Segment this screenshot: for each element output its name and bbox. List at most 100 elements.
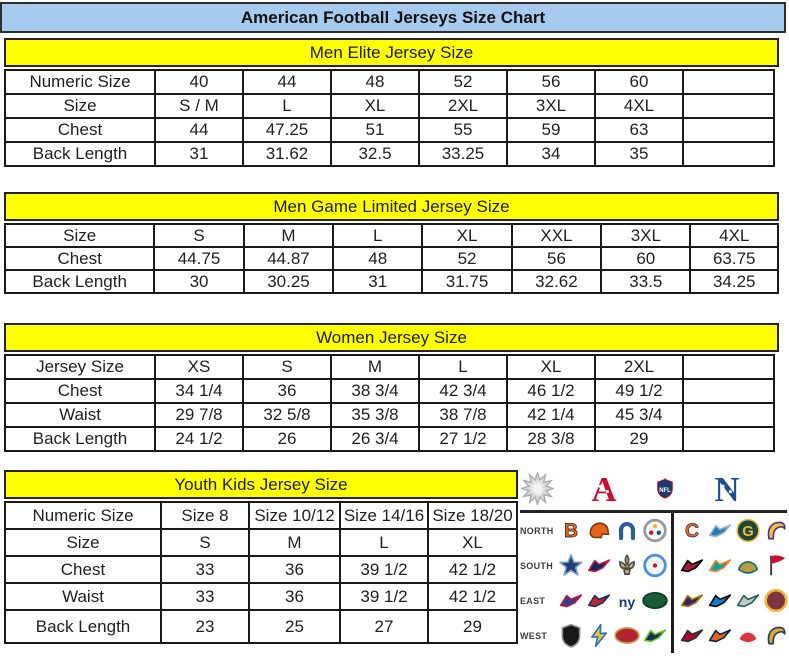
table-row: Chest 44.75 44.87 48 52 56 60 63.75 <box>3 246 779 271</box>
nfc-logo-wrap: N <box>705 471 749 510</box>
afc-division-row: EAST ny <box>520 583 670 618</box>
cell-value: 42 1/2 <box>427 582 518 611</box>
cell-value: 36 <box>242 378 332 404</box>
cell-value: 28 3/8 <box>506 426 596 452</box>
division-label: WEST <box>520 630 548 641</box>
cowboys-logo-wrap <box>558 552 584 579</box>
falcons-logo <box>680 559 704 573</box>
cell-value: 2XL <box>418 93 508 119</box>
cell-value: 35 <box>594 141 684 167</box>
section-header-men-game-limited: Men Game Limited Jersey Size <box>4 192 779 221</box>
cell-value: 44.87 <box>242 246 335 271</box>
cell-value: 45 3/4 <box>594 402 684 428</box>
dolphins-logo-wrap <box>707 552 733 579</box>
row-label: Waist <box>4 582 162 611</box>
afc-teams-column: NORTH B SOUTH EAST ny WEST <box>520 513 670 653</box>
raiders-logo-wrap <box>558 622 584 649</box>
cell-value: 51 <box>330 117 420 143</box>
cell-value: 40 <box>154 69 244 95</box>
empty-cell <box>682 426 775 452</box>
cell-value: 2XL <box>594 354 684 380</box>
cell-value: 34 1/4 <box>154 378 244 404</box>
cell-value: L <box>339 528 429 557</box>
bottom-row: Youth Kids Jersey Size Numeric Size Size … <box>0 470 789 653</box>
panthers-logo-wrap <box>707 587 733 614</box>
svg-text:G: G <box>742 524 753 540</box>
cell-value: 60 <box>594 69 684 95</box>
svg-text:ny: ny <box>619 594 636 610</box>
bills-logo-wrap <box>558 587 584 614</box>
table-row: Back Length 23 25 27 29 <box>4 609 518 644</box>
cell-value: 34 <box>506 141 596 167</box>
patriots-logo <box>587 594 611 608</box>
fortyniners-logo-wrap <box>614 622 640 649</box>
cell-value: Size 10/12 <box>248 501 341 530</box>
seahawks-logo <box>643 629 667 643</box>
steelers-logo-wrap <box>642 517 668 544</box>
cell-value: 36 <box>248 582 341 611</box>
cell-value: M <box>248 528 341 557</box>
afc-division-row: SOUTH <box>520 548 670 583</box>
row-label: Back Length <box>4 609 162 644</box>
cell-value: 29 7/8 <box>154 402 244 428</box>
lions-logo <box>708 524 732 538</box>
table-row: Size S / M L XL 2XL 3XL 4XL <box>4 93 775 119</box>
colts-logo-wrap <box>614 517 640 544</box>
page-title: American Football Jerseys Size Chart <box>0 2 786 33</box>
cell-value: Size 18/20 <box>427 501 518 530</box>
cell-value: 24 1/2 <box>154 426 244 452</box>
nfc-division-row <box>679 548 789 583</box>
ravens-logo-wrap <box>679 587 705 614</box>
svg-text:N: N <box>714 473 739 505</box>
cell-value: 25 <box>248 609 341 644</box>
falcons-logo-wrap <box>679 552 705 579</box>
cell-value: S / M <box>154 93 244 119</box>
section-header-women: Women Jersey Size <box>4 323 779 352</box>
bengals-logo: B <box>564 520 579 543</box>
cell-value: XL <box>421 223 513 248</box>
chargers-logo <box>591 623 608 648</box>
cell-value: 31 <box>154 141 244 167</box>
cell-value: 49 1/2 <box>594 378 684 404</box>
rams-logo-wrap <box>763 622 789 649</box>
cell-value: 52 <box>421 246 513 271</box>
row-label: Numeric Size <box>4 69 156 95</box>
chiefs-logo-wrap <box>735 622 761 649</box>
cell-value: 32.5 <box>330 141 420 167</box>
cell-value: 31.75 <box>421 269 513 294</box>
row-label: Waist <box>4 402 156 428</box>
table-row: Size S M L XL <box>4 528 518 557</box>
cell-value: S <box>242 354 332 380</box>
svg-text:NFL: NFL <box>659 488 671 494</box>
cell-value: M <box>330 354 420 380</box>
table-row: Back Length 30 30.25 31 31.75 32.62 33.5 34.25 <box>3 269 779 294</box>
afc-logo-wrap: A <box>583 471 625 510</box>
cell-value: 42 1/4 <box>506 402 596 428</box>
empty-cell <box>682 117 775 143</box>
women-section: Women Jersey Size Jersey Size XS S M L XL 2XL C… <box>4 323 779 452</box>
cowboys-logo <box>559 554 583 576</box>
afc-logo: A <box>591 471 616 509</box>
row-label: Back Length <box>4 426 156 452</box>
row-label: Size <box>4 93 156 119</box>
cell-value: 35 3/8 <box>330 402 420 428</box>
nfc-division-row <box>679 583 789 618</box>
cell-value: 30 <box>153 269 245 294</box>
broncos-logo-wrap <box>707 622 733 649</box>
youth-kids-section: Youth Kids Jersey Size Numeric Size Size … <box>4 470 518 644</box>
cell-value: 42 3/4 <box>418 378 508 404</box>
cell-value: 63 <box>594 117 684 143</box>
cell-value: 27 1/2 <box>418 426 508 452</box>
row-label: Numeric Size <box>4 501 162 530</box>
cell-value: L <box>242 93 332 119</box>
cell-value: 4XL <box>689 223 779 248</box>
table-row: Jersey Size XS S M L XL 2XL <box>4 354 775 380</box>
texans-logo-wrap <box>586 552 612 579</box>
youth-kids-table: Numeric Size Size 8 Size 10/12 Size 14/16 Si… <box>4 501 518 644</box>
cell-value: 59 <box>506 117 596 143</box>
cell-value: 44 <box>242 69 332 95</box>
